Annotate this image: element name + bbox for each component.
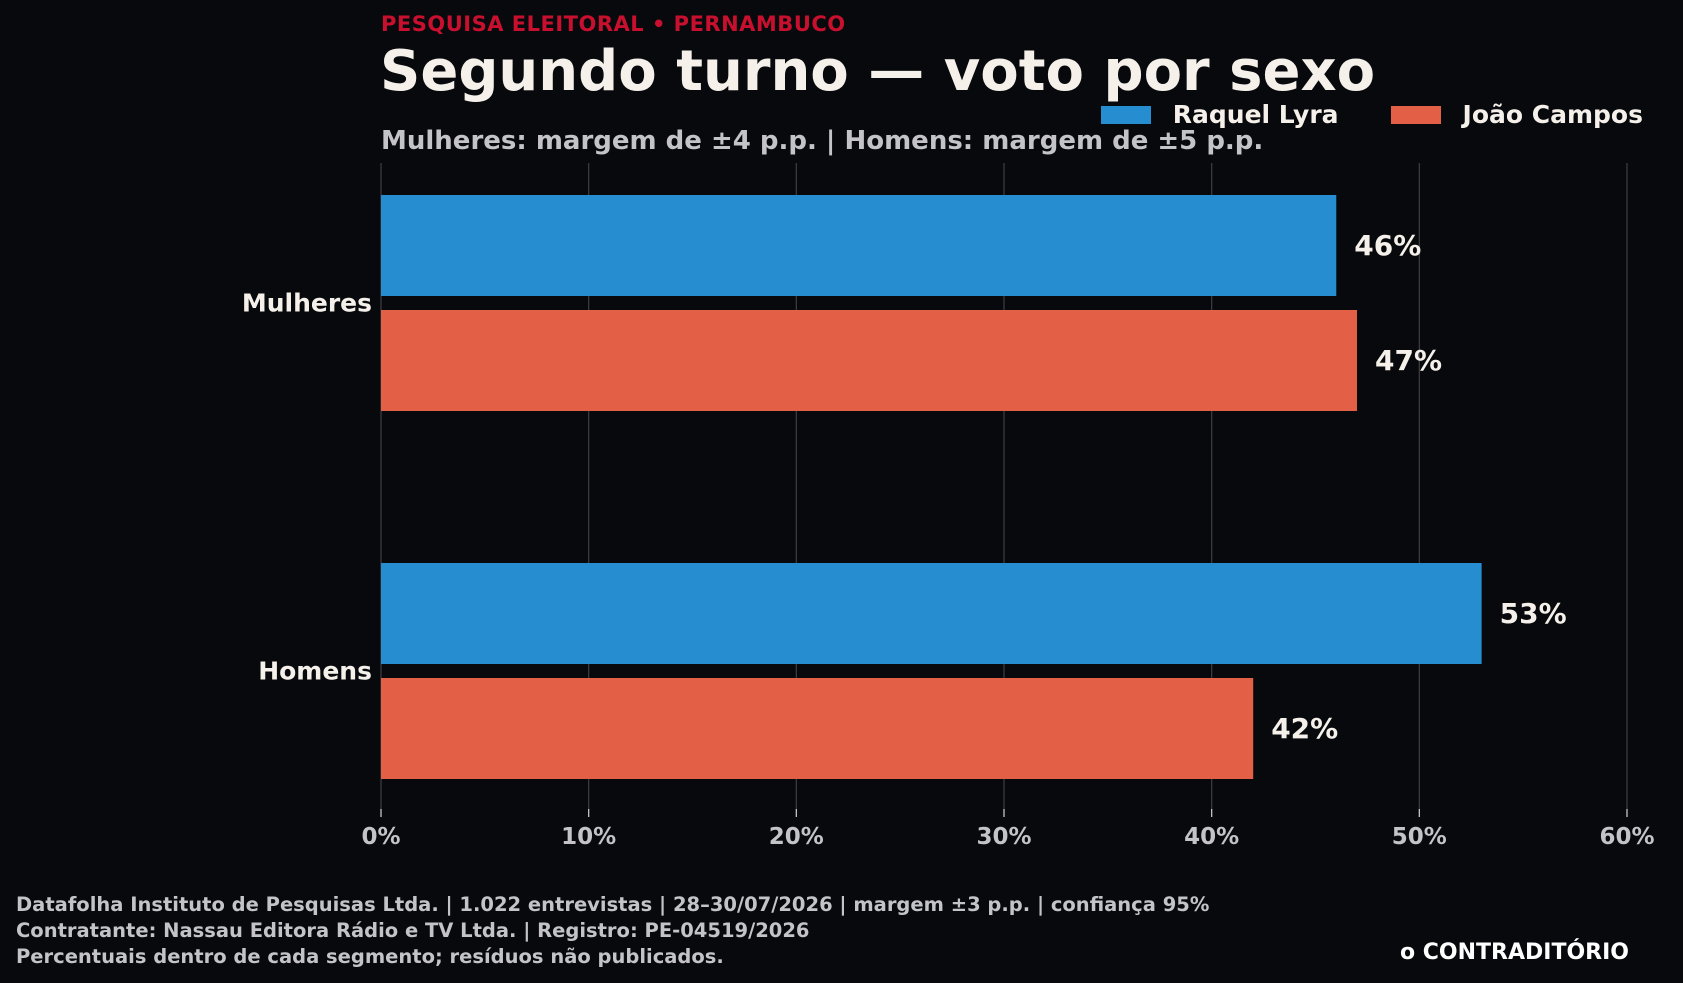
footer-notes: Datafolha Instituto de Pesquisas Ltda. |… (16, 892, 1209, 970)
brand-logo-text: o CONTRADITÓRIO (1400, 940, 1629, 965)
bar-series-2-mulheres (381, 310, 1358, 411)
x-tick-label-3: 30% (976, 824, 1031, 850)
legend-label-series-2: João Campos (1462, 100, 1643, 129)
footer-line-note: Percentuais dentro de cada segmento; res… (16, 945, 724, 968)
legend-swatch-series-2 (1390, 105, 1441, 124)
data-label-series-2-mulheres: 47% (1375, 344, 1442, 377)
x-tick-label-1: 10% (561, 824, 616, 850)
data-label-series-1-mulheres: 46% (1354, 229, 1421, 262)
legend-item-series-2: João Campos (1390, 100, 1643, 129)
data-label-series-2-homens: 42% (1271, 712, 1338, 745)
footer-line-contractor: Contratante: Nassau Editora Rádio e TV L… (16, 919, 810, 942)
chart-title: Segundo turno — voto por sexo (380, 39, 1376, 104)
x-tick-label-4: 40% (1184, 824, 1239, 850)
footer-line-source: Datafolha Instituto de Pesquisas Ltda. |… (16, 893, 1210, 916)
x-tick-label-6: 60% (1599, 824, 1654, 850)
x-tick-label-5: 50% (1392, 824, 1447, 850)
data-label-series-1-homens: 53% (1500, 597, 1567, 630)
legend-swatch-series-1 (1100, 105, 1151, 124)
kicker-label: PESQUISA ELEITORAL • PERNAMBUCO (381, 12, 846, 36)
legend: Raquel Lyra João Campos (1100, 100, 1643, 129)
bar-chart: Mulheres 46% 47% Homens 53% 42% 0% 10% 20% 30% 40%… (242, 163, 1655, 850)
legend-label-series-1: Raquel Lyra (1172, 100, 1339, 129)
x-tick-label-0: 0% (361, 824, 400, 850)
legend-item-series-1: Raquel Lyra (1100, 100, 1339, 129)
bar-series-1-homens (381, 563, 1482, 664)
chart-subtitle: Mulheres: margem de ±4 p.p. | Homens: ma… (381, 126, 1264, 156)
bar-series-1-mulheres (381, 195, 1337, 296)
category-label-1: Homens (258, 657, 372, 686)
category-label-0: Mulheres (242, 289, 372, 318)
bar-series-2-homens (381, 678, 1254, 779)
x-tick-label-2: 20% (769, 824, 824, 850)
